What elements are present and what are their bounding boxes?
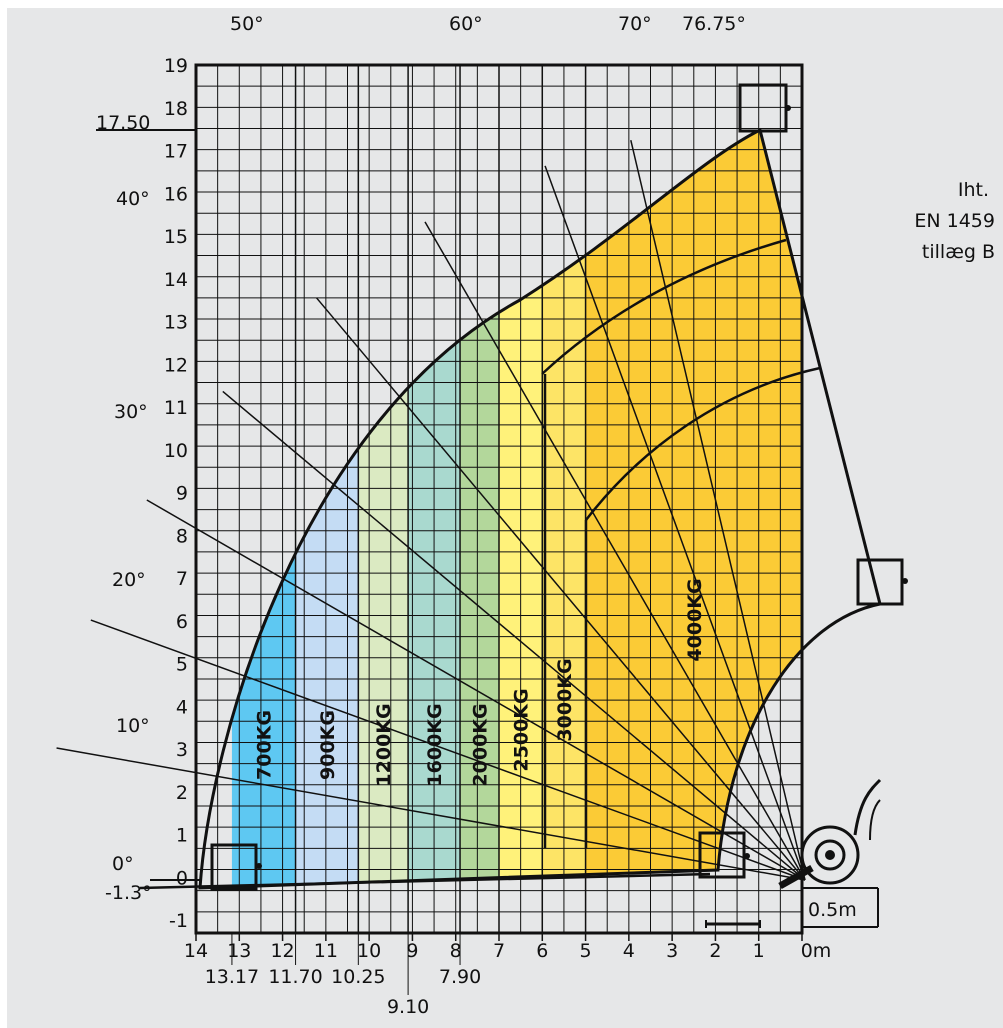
extra-x-label-1: 11.70 bbox=[268, 966, 322, 988]
zone-label-1: 900KG bbox=[317, 710, 339, 780]
zone-label-3: 1600KG bbox=[424, 703, 446, 786]
y-tick-19: 18 bbox=[164, 98, 188, 120]
zone-label-0: 700KG bbox=[254, 710, 276, 780]
boom-head-top bbox=[738, 83, 788, 133]
boom-envelope-outline bbox=[198, 127, 882, 890]
y-tick-16: 15 bbox=[164, 226, 188, 248]
y-tick-20: 19 bbox=[164, 55, 188, 77]
angle-line-3 bbox=[146, 499, 806, 881]
x-tick-14: 0m bbox=[801, 940, 832, 962]
extra-x-label-2: 10.25 bbox=[331, 966, 385, 988]
angle-line-4 bbox=[222, 390, 806, 881]
zone-label-5: 2500KG bbox=[511, 688, 533, 771]
y-tick-1: 0 bbox=[176, 867, 188, 889]
y-tick-7: 6 bbox=[176, 611, 188, 633]
capacity-zones bbox=[231, 130, 802, 888]
extra-y-label-1: -1.3° bbox=[105, 882, 152, 904]
standard-note-line-3: tillæg B bbox=[922, 241, 995, 263]
x-tick-5: 9 bbox=[406, 940, 418, 962]
scale-bar-label: 0.5m bbox=[808, 899, 857, 921]
x-tick-1: 13 bbox=[227, 940, 251, 962]
x-tick-13: 1 bbox=[753, 940, 765, 962]
x-tick-0: 14 bbox=[184, 940, 208, 962]
angle-label-0: 0° bbox=[112, 853, 134, 875]
zone-fill-0 bbox=[231, 130, 296, 888]
angle-lines bbox=[56, 140, 806, 881]
extra-y-label-0: 17.50 bbox=[96, 112, 150, 134]
extra-x-label-4: 7.90 bbox=[439, 966, 481, 988]
ground-line-neg bbox=[139, 872, 711, 890]
y-tick-8: 7 bbox=[176, 568, 188, 590]
y-tick-0: -1 bbox=[169, 910, 188, 932]
angle-label-3: 30° bbox=[114, 401, 148, 423]
y-tick-2: 1 bbox=[176, 825, 188, 847]
zone-labels: 700KG 900KG 1200KG 1600KG 2000KG 2500KG 3000KG… bbox=[254, 578, 706, 786]
zone-label-6: 3000KG bbox=[554, 658, 576, 741]
x-tick-labels: 14 13 12 11 10 9 8 7 6 5 4 3 2 1 0m bbox=[184, 933, 831, 962]
x-tick-2: 12 bbox=[270, 940, 294, 962]
extra-x-label-0: 13.17 bbox=[205, 966, 259, 988]
x-tick-11: 3 bbox=[666, 940, 678, 962]
y-tick-14: 13 bbox=[164, 312, 188, 334]
boom-head-bottom bbox=[698, 831, 746, 879]
angle-label-6: 60° bbox=[449, 13, 483, 35]
grid-lines bbox=[196, 65, 802, 933]
angle-line-6 bbox=[424, 221, 806, 881]
boom-head-left bbox=[210, 843, 258, 891]
standard-note-line-2: EN 1459 bbox=[914, 210, 995, 232]
x-tick-9: 5 bbox=[580, 940, 592, 962]
x-tick-7: 7 bbox=[493, 940, 505, 962]
angle-line-7 bbox=[544, 165, 806, 881]
inner-arc-1 bbox=[541, 238, 787, 375]
y-tick-4: 3 bbox=[176, 739, 188, 761]
y-tick-17: 16 bbox=[164, 183, 188, 205]
x-tick-10: 4 bbox=[623, 940, 635, 962]
x-tick-8: 6 bbox=[536, 940, 548, 962]
x-tick-4: 10 bbox=[357, 940, 381, 962]
standard-note-line-1: Iht. bbox=[958, 179, 989, 201]
zone-fill-1 bbox=[295, 130, 359, 888]
y-tick-12: 11 bbox=[164, 397, 188, 419]
angle-line-1 bbox=[56, 747, 806, 881]
angle-label-8: 76.75° bbox=[682, 13, 746, 35]
angle-line-8 bbox=[630, 140, 806, 881]
extra-x-label-3: 9.10 bbox=[387, 996, 429, 1018]
angle-label-4: 40° bbox=[116, 188, 150, 210]
angle-line-2 bbox=[90, 619, 806, 881]
angle-label-7: 70° bbox=[618, 13, 652, 35]
inner-arc-2 bbox=[585, 366, 821, 521]
angle-label-2: 20° bbox=[112, 569, 146, 591]
y-tick-13: 12 bbox=[164, 354, 188, 376]
extra-labels: 13.17 11.70 10.259.10 7.90 17.50 -1.3° bbox=[96, 112, 481, 1018]
x-tick-3: 11 bbox=[314, 940, 338, 962]
machine-sketch bbox=[705, 778, 882, 928]
angle-line-5 bbox=[315, 297, 806, 881]
y-tick-3: 2 bbox=[176, 782, 188, 804]
x-tick-12: 2 bbox=[709, 940, 721, 962]
angle-label-1: 10° bbox=[116, 715, 150, 737]
angle-labels: 0° 10° 20° 30° 40° 50° 60° 70° 76.75° bbox=[112, 13, 746, 875]
zone-fill-4 bbox=[460, 130, 499, 888]
y-tick-10: 9 bbox=[176, 483, 188, 505]
y-tick-15: 14 bbox=[164, 269, 188, 291]
y-tick-9: 8 bbox=[176, 525, 188, 547]
y-tick-6: 5 bbox=[176, 654, 188, 676]
zone-label-2: 1200KG bbox=[373, 703, 395, 786]
zone-label-7: 4000KG bbox=[684, 578, 706, 661]
zone-label-4: 2000KG bbox=[470, 703, 492, 786]
angle-label-5: 50° bbox=[230, 13, 264, 35]
y-tick-5: 4 bbox=[176, 696, 188, 718]
boom-head-right bbox=[856, 558, 904, 606]
y-tick-18: 17 bbox=[164, 141, 188, 163]
x-tick-6: 8 bbox=[450, 940, 462, 962]
y-tick-11: 10 bbox=[164, 440, 188, 462]
